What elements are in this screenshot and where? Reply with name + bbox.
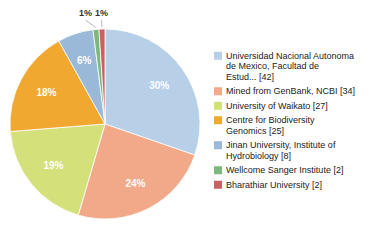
pie-slice: [10, 124, 105, 215]
legend-entry-line: Jinan University, Institute of: [226, 140, 336, 150]
legend-entry-line: Centre for Biodiversity: [226, 115, 315, 125]
legend-entry: Centre for BiodiversityGenomics [25]: [226, 115, 315, 136]
data-label: 6%: [77, 55, 92, 66]
legend-entry: University of Waikato [27]: [226, 101, 328, 111]
legend-swatch: [214, 52, 222, 60]
pie-slice: [59, 30, 105, 124]
data-label: 19%: [43, 160, 63, 171]
data-label: 1%: [95, 8, 108, 18]
legend-swatch: [214, 181, 222, 189]
data-labels: 30% 24% 19% 18% 6% 1%1%: [36, 8, 169, 189]
legend-entry: Jinan University, Institute ofHydrobiolo…: [226, 140, 336, 161]
data-label: 24%: [125, 178, 145, 189]
data-label: 30%: [149, 80, 169, 91]
legend-entry: Wellcome Sanger Institute [2]: [226, 165, 343, 175]
legend-entry: Universidad Nacional Autonomade Mexico, …: [226, 51, 354, 82]
legend-swatch: [214, 116, 222, 124]
legend-entry-line: Bharathiar University [2]: [226, 180, 322, 190]
legend-entry-line: Estud... [42]: [226, 72, 274, 82]
legend-entry-line: Universidad Nacional Autonoma: [226, 51, 354, 61]
legend-swatch: [214, 102, 222, 110]
data-label: 18%: [36, 87, 56, 98]
legend-swatch: [214, 141, 222, 149]
background: [0, 0, 380, 240]
legend-entry: Bharathiar University [2]: [226, 180, 322, 190]
legend-swatch: [214, 166, 222, 174]
legend-entry-line: Wellcome Sanger Institute [2]: [226, 165, 343, 175]
legend-entry-line: Mined from GenBank, NCBI [34]: [226, 86, 355, 96]
legend-entry-line: de Mexico, Facultad de: [226, 61, 319, 71]
leader-line: [101, 20, 102, 27]
pie-slice: [99, 29, 105, 124]
legend: Universidad Nacional Autonomade Mexico, …: [214, 51, 355, 190]
legend-entry-line: Hydrobiology [8]: [226, 151, 291, 161]
legend-entry-line: Genomics [25]: [226, 126, 284, 136]
data-label: 1%: [79, 8, 92, 18]
legend-entry-line: University of Waikato [27]: [226, 101, 328, 111]
legend-swatch: [214, 87, 222, 95]
chart: 30% 24% 19% 18% 6% 1%1% Universidad Nacional A…: [0, 0, 380, 240]
pie-slice: [93, 29, 105, 124]
chart-container: 30% 24% 19% 18% 6% 1%1% Universidad Nacional A…: [0, 0, 380, 240]
legend-entry: Mined from GenBank, NCBI [34]: [226, 86, 355, 96]
leader-line: [86, 20, 96, 27]
pie: [10, 29, 200, 219]
